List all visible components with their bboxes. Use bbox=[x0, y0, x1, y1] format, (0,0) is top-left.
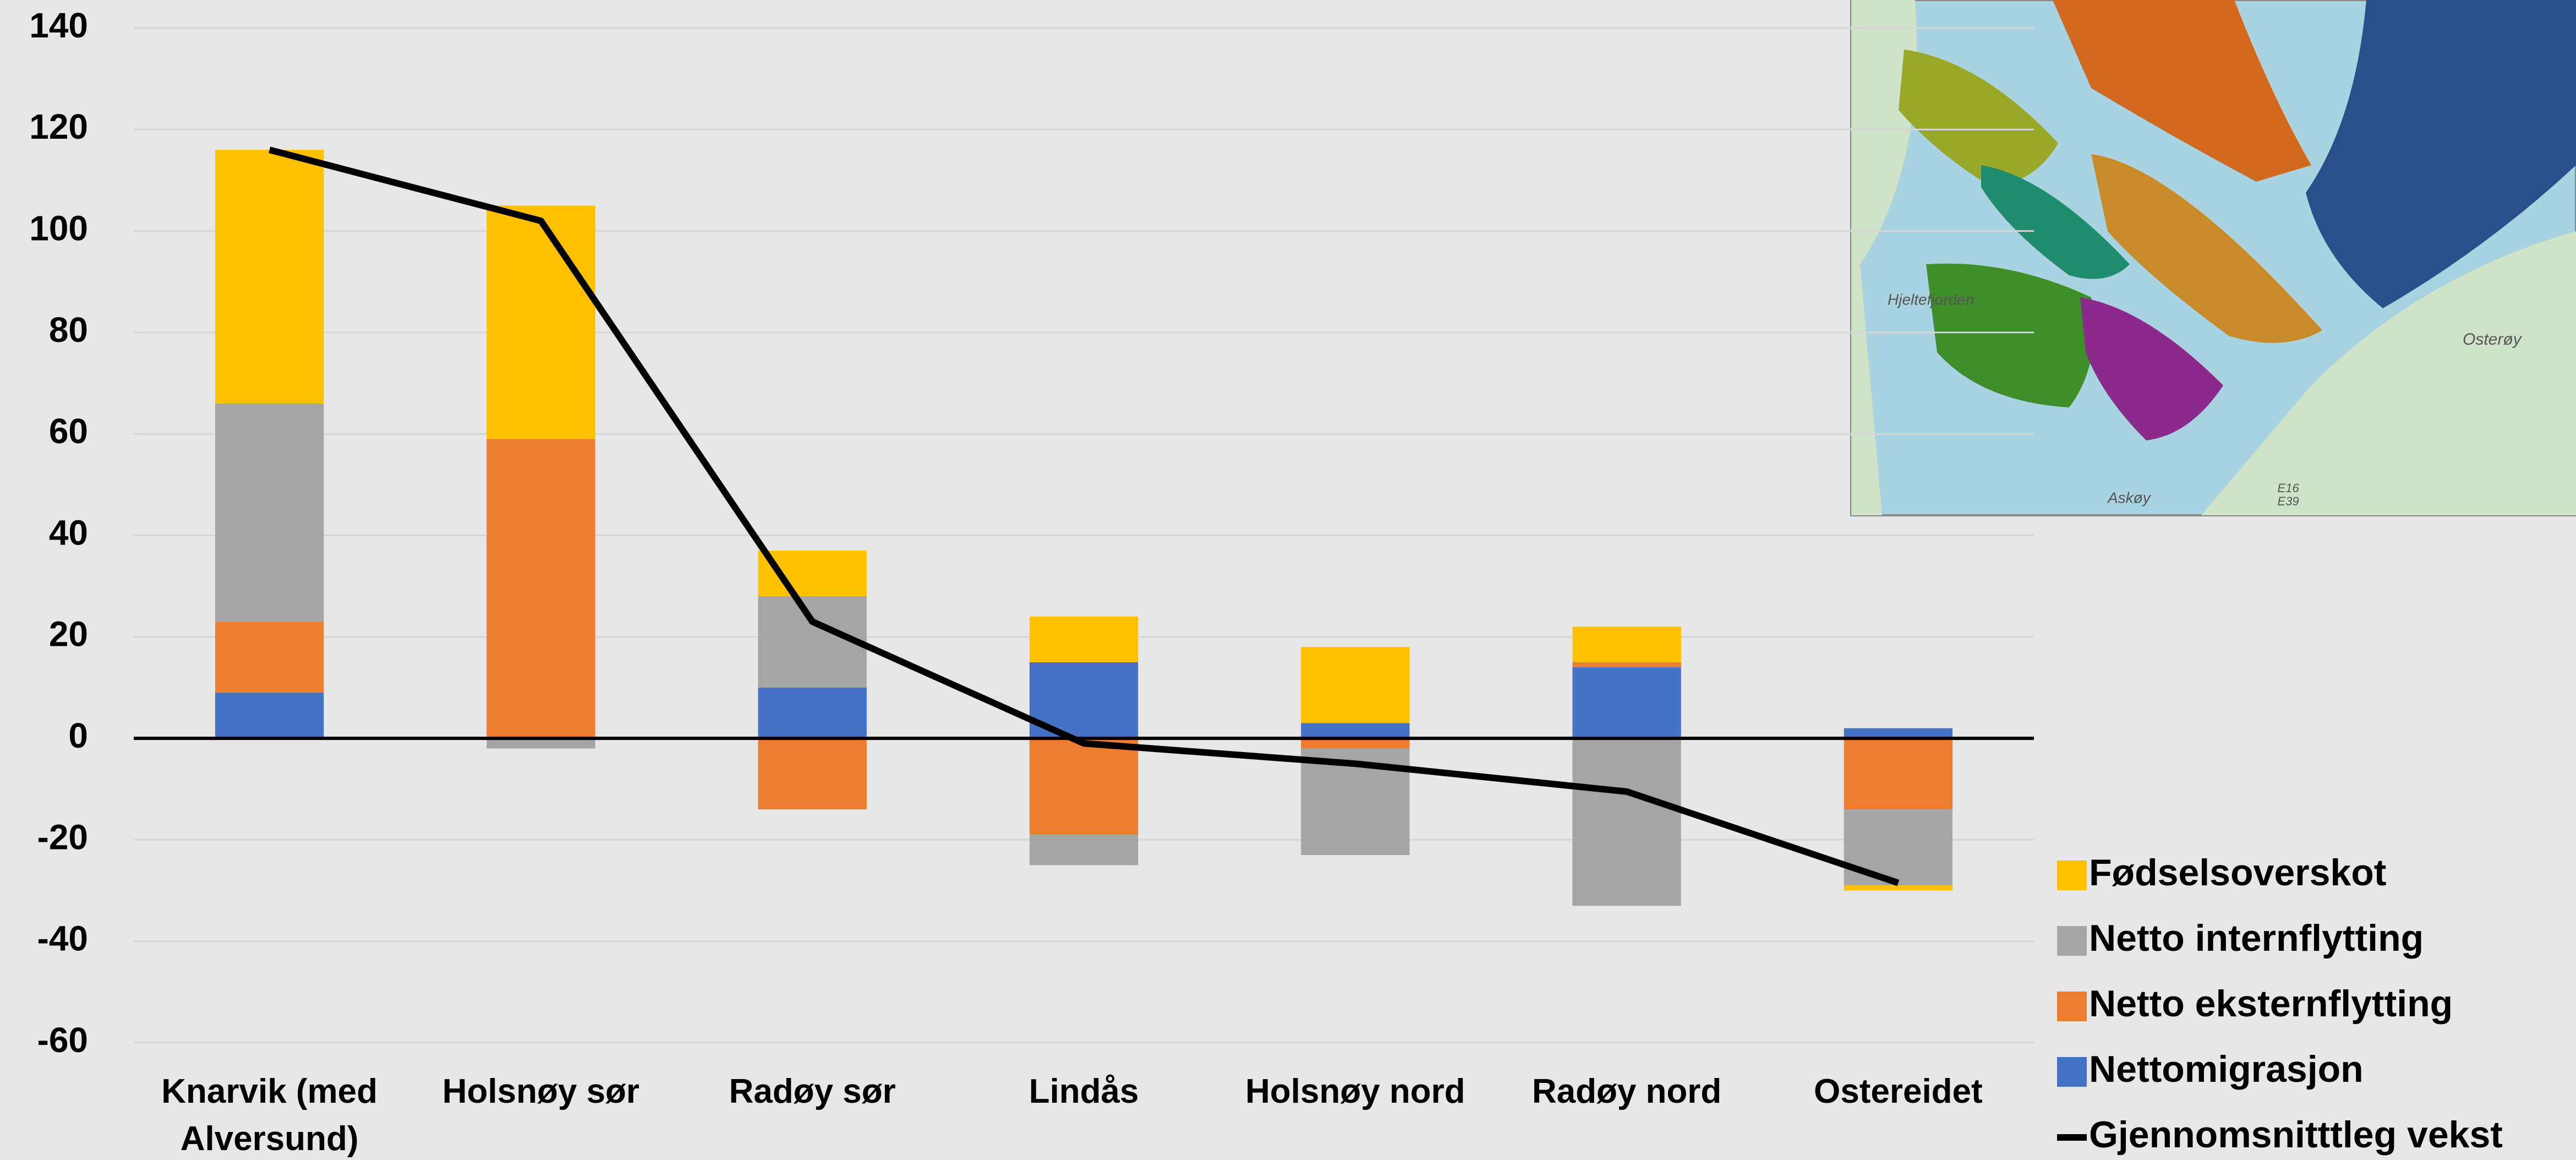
legend-label: Netto eksternflytting bbox=[2089, 983, 2453, 1025]
bar bbox=[758, 551, 867, 597]
y-tick-label: 40 bbox=[49, 513, 88, 552]
bar bbox=[758, 738, 867, 810]
map-inset bbox=[1850, 0, 2576, 516]
map-label: Hjeltefjorden bbox=[1888, 291, 1974, 308]
legend-swatch bbox=[2057, 861, 2087, 890]
map-label: Askøy bbox=[2107, 489, 2152, 506]
bar bbox=[1844, 728, 1953, 739]
x-tick-label: Radøy sør bbox=[729, 1072, 896, 1110]
bar bbox=[486, 738, 595, 749]
y-tick-label: 120 bbox=[29, 107, 88, 146]
bar bbox=[1572, 662, 1681, 668]
y-tick-label: 100 bbox=[29, 209, 88, 248]
y-tick-label: -20 bbox=[37, 817, 89, 857]
bar bbox=[1572, 627, 1681, 662]
bar bbox=[486, 205, 595, 439]
map-label: E39 bbox=[2277, 494, 2299, 508]
bar bbox=[758, 687, 867, 739]
legend-swatch bbox=[2057, 926, 2087, 956]
bar bbox=[1301, 738, 1410, 749]
line bbox=[269, 146, 1900, 886]
bar bbox=[1844, 885, 1953, 891]
map-label: E16 bbox=[2277, 481, 2299, 495]
bar bbox=[1029, 616, 1139, 662]
y-tick-label: -60 bbox=[37, 1020, 89, 1060]
bar bbox=[215, 403, 324, 622]
legend-label: Fødselsoverskot bbox=[2089, 852, 2386, 894]
bar bbox=[1572, 738, 1681, 906]
bar bbox=[215, 693, 324, 739]
x-tick-label: Radøy nord bbox=[1532, 1072, 1722, 1110]
bar bbox=[1572, 667, 1681, 739]
map-label: Osterøy bbox=[2463, 330, 2523, 348]
legend-label: Netto internflytting bbox=[2089, 917, 2424, 959]
bar bbox=[758, 596, 867, 688]
bar bbox=[215, 622, 324, 693]
legend-swatch bbox=[2057, 1057, 2087, 1087]
bar bbox=[1301, 647, 1410, 723]
x-tick-label: Knarvik (med Alversund) bbox=[161, 1072, 378, 1158]
y-tick-label: -40 bbox=[37, 919, 89, 959]
legend-swatch bbox=[2057, 992, 2087, 1021]
y-tick-label: 20 bbox=[49, 614, 88, 654]
x-tick-label: Holsnøy nord bbox=[1245, 1072, 1465, 1110]
x-tick-label: Holsnøy sør bbox=[442, 1072, 640, 1110]
bar bbox=[486, 439, 595, 739]
bar bbox=[1029, 738, 1139, 835]
x-tick-label: Ostereidet bbox=[1814, 1072, 1983, 1110]
y-tick-label: 140 bbox=[29, 6, 88, 45]
bar bbox=[1844, 738, 1953, 810]
y-tick-label: 80 bbox=[49, 310, 88, 350]
bar bbox=[1844, 809, 1953, 886]
legend-label: Nettomigrasjon bbox=[2089, 1048, 2364, 1090]
bar bbox=[1029, 835, 1139, 865]
y-tick-label: 0 bbox=[68, 716, 88, 755]
bar bbox=[215, 150, 324, 404]
x-tick-label: Lindås bbox=[1029, 1072, 1139, 1110]
y-tick-label: 60 bbox=[49, 411, 88, 451]
bar bbox=[1301, 723, 1410, 739]
legend-label: Gjennomsnitttleg vekst bbox=[2089, 1114, 2503, 1156]
